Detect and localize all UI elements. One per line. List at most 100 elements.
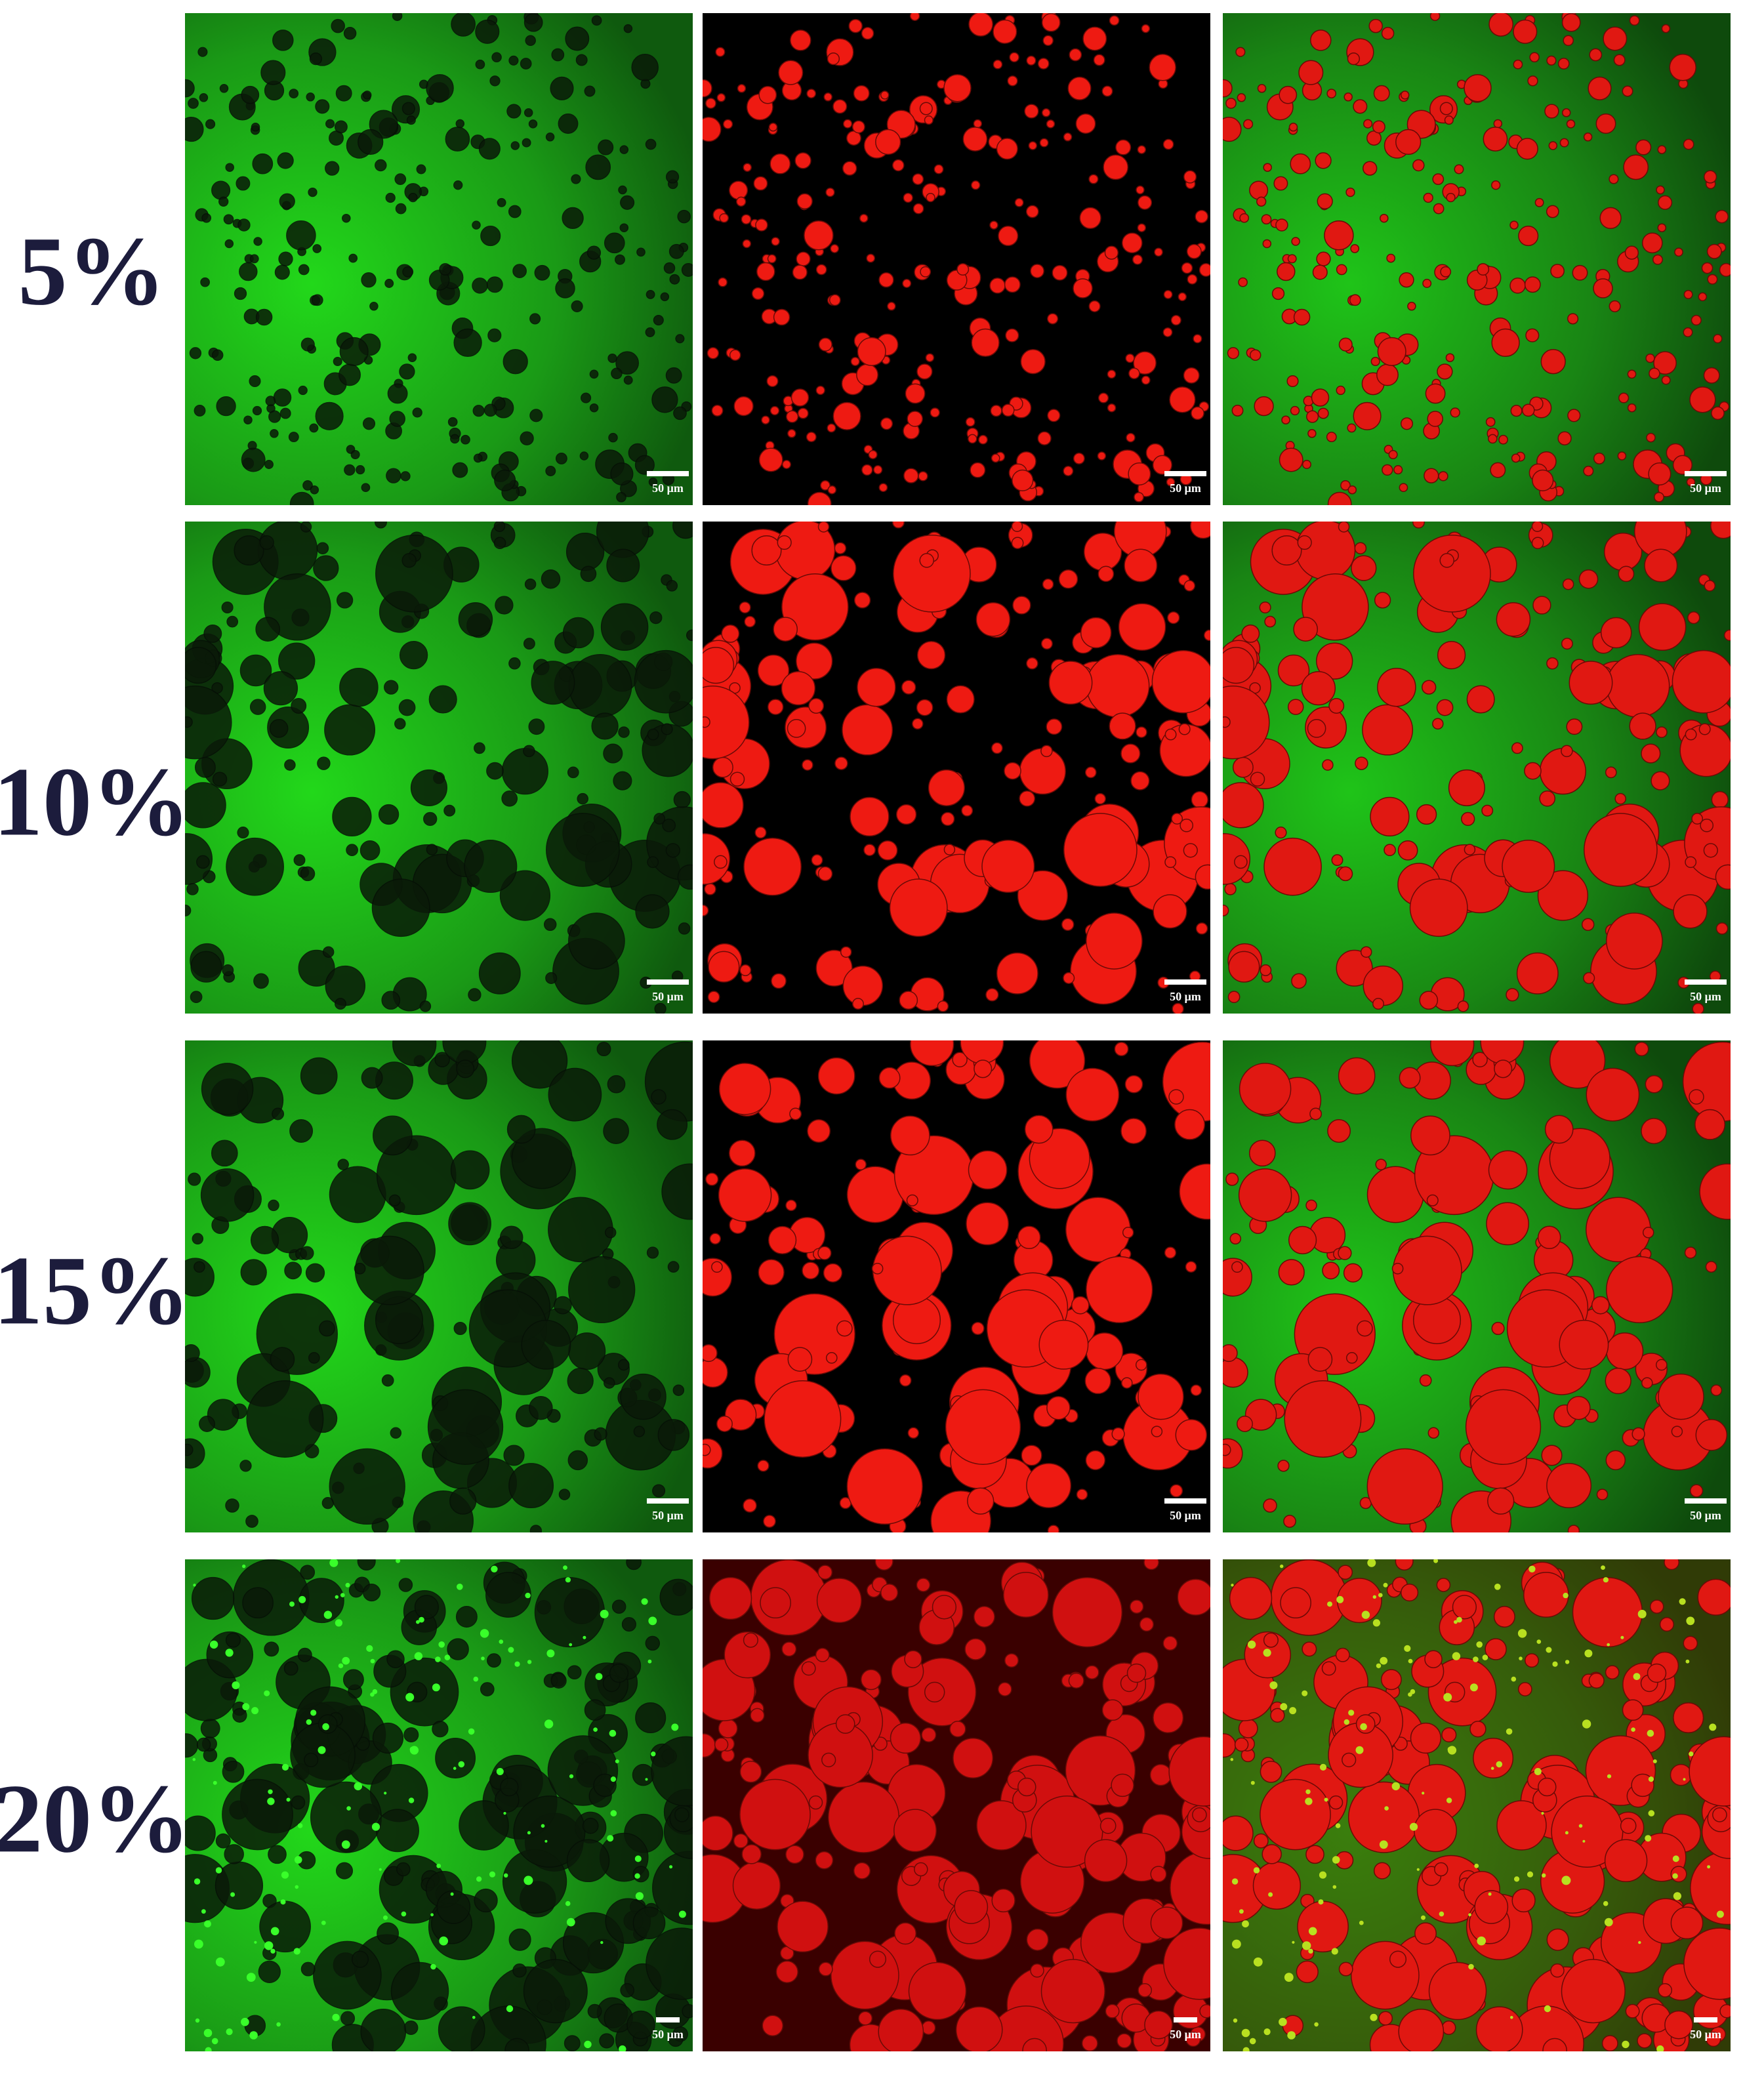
droplet <box>1683 1635 1698 1651</box>
droplet <box>1347 52 1361 66</box>
droplet <box>1107 369 1117 379</box>
droplet <box>802 759 813 771</box>
droplet <box>1279 447 1303 472</box>
droplet <box>1287 254 1297 264</box>
droplet <box>1063 466 1074 476</box>
droplet <box>716 93 726 102</box>
droplet <box>1366 1448 1443 1525</box>
speck <box>201 1909 206 1914</box>
droplet <box>997 1682 1012 1696</box>
droplet <box>300 1057 338 1095</box>
droplet <box>1277 1460 1290 1472</box>
droplet <box>1641 1118 1667 1144</box>
droplet <box>412 407 422 418</box>
droplet <box>989 277 1006 294</box>
droplet <box>1588 76 1612 100</box>
droplet <box>1099 1817 1117 1834</box>
droplet <box>508 1928 531 1951</box>
droplet <box>1229 1233 1242 1245</box>
droplet <box>1071 1296 1090 1315</box>
droplet <box>1388 449 1398 460</box>
droplet <box>1651 771 1670 790</box>
droplet <box>892 522 905 529</box>
droplet <box>289 491 314 505</box>
droplet <box>1305 1199 1317 1212</box>
speck <box>499 1639 504 1644</box>
droplet <box>1170 1484 1183 1498</box>
speck <box>503 1812 506 1815</box>
droplet <box>806 432 817 443</box>
speck <box>338 1663 344 1668</box>
droplet <box>459 1800 509 1851</box>
droplet <box>234 287 247 300</box>
droplet <box>757 654 790 687</box>
droplet <box>445 127 470 152</box>
speck <box>213 1780 217 1785</box>
scale-bar <box>647 1498 689 1504</box>
droplet <box>375 522 387 529</box>
droplet <box>971 1321 985 1336</box>
droplet <box>1193 334 1202 344</box>
droplet <box>708 1576 752 1620</box>
droplet <box>842 704 893 756</box>
droplet <box>1444 115 1454 125</box>
droplet <box>487 1653 501 1668</box>
speck <box>286 1797 291 1802</box>
droplet <box>451 13 476 37</box>
droplet <box>222 964 234 976</box>
speck <box>634 1855 642 1862</box>
droplet <box>1283 1515 1296 1528</box>
droplet <box>225 163 234 172</box>
droplet <box>739 601 751 614</box>
droplet <box>949 1721 966 1738</box>
droplet <box>1170 315 1181 326</box>
speck <box>1308 1948 1313 1954</box>
speck <box>1230 1757 1234 1761</box>
droplet <box>251 123 260 132</box>
speck <box>281 1871 289 1879</box>
speck <box>1268 1892 1273 1897</box>
speck <box>1408 1692 1412 1697</box>
droplet <box>1645 353 1655 363</box>
droplet <box>1164 728 1177 741</box>
droplet <box>277 152 294 169</box>
droplet <box>1019 790 1036 807</box>
droplet <box>743 163 752 172</box>
droplet <box>215 1833 231 1849</box>
speck <box>1517 1629 1527 1638</box>
droplet <box>423 811 438 827</box>
droplet <box>1441 1727 1457 1743</box>
speck <box>211 2038 218 2045</box>
droplet <box>390 1427 402 1439</box>
speck <box>1527 1871 1534 1878</box>
speck <box>370 1692 375 1697</box>
droplet <box>1538 1777 1557 1797</box>
droplet <box>1685 856 1697 869</box>
droplet <box>1691 813 1704 825</box>
droplet <box>188 98 199 109</box>
droplet <box>1656 726 1668 738</box>
droplet <box>564 2035 581 2051</box>
droplet <box>1477 263 1490 276</box>
droplet <box>486 762 504 780</box>
droplet <box>729 771 745 787</box>
speck <box>1355 1746 1364 1754</box>
droplet <box>1321 1661 1336 1676</box>
droplet <box>1231 1261 1243 1273</box>
droplet <box>742 239 752 249</box>
droplet <box>968 434 977 444</box>
droplet <box>1605 1450 1626 1471</box>
droplet <box>392 13 403 21</box>
droplet <box>721 624 740 643</box>
droplet <box>1026 55 1036 66</box>
speck <box>241 2017 249 2026</box>
droplet <box>704 883 716 895</box>
droplet <box>384 680 399 695</box>
micrograph-panel: 50 μm <box>703 1559 1210 2051</box>
droplet <box>1047 313 1059 325</box>
droplet <box>284 1262 302 1280</box>
speck <box>383 1915 388 1920</box>
droplet <box>1041 13 1061 32</box>
droplet <box>878 272 894 288</box>
